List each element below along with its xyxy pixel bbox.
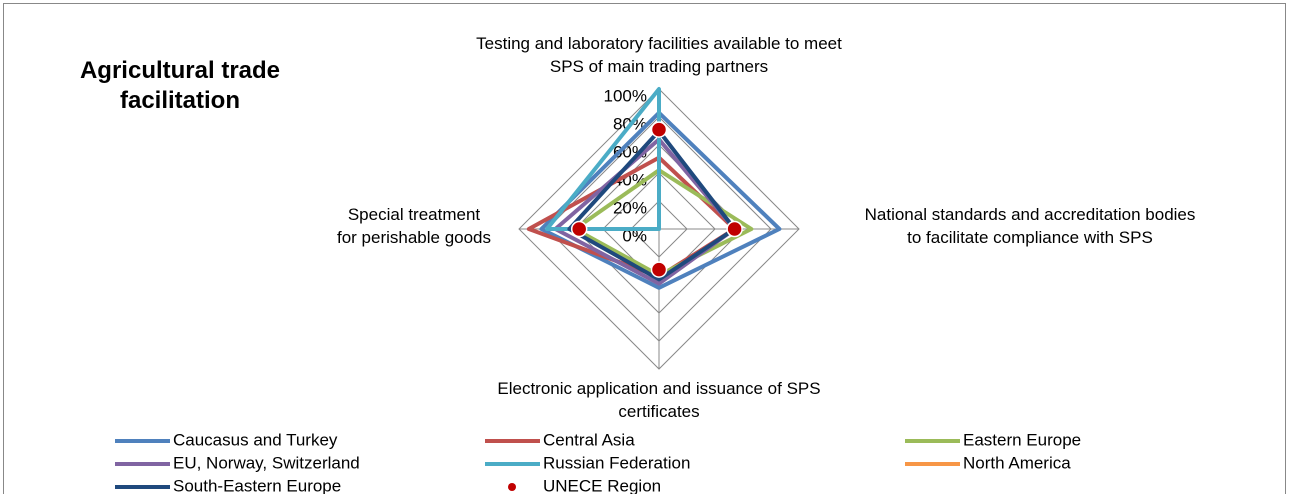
legend-label: Russian Federation: [543, 453, 690, 472]
legend-label: EU, Norway, Switzerland: [173, 453, 360, 472]
legend-marker: [508, 483, 516, 491]
category-label: Testing and laboratory facilities availa…: [476, 34, 842, 76]
series-line: [539, 110, 782, 290]
r-tick-label: 100%: [604, 86, 647, 105]
category-label: Electronic application and issuance of S…: [497, 379, 820, 421]
legend-label: South-Eastern Europe: [173, 476, 341, 494]
data-point: [650, 121, 668, 138]
legend-label: Eastern Europe: [963, 430, 1081, 449]
category-label: Special treatment for perishable goods: [337, 205, 491, 247]
series-line: [545, 87, 661, 231]
chart-title: Agricultural trade facilitation: [80, 57, 280, 114]
legend-label: Caucasus and Turkey: [173, 430, 338, 449]
legend-label: UNECE Region: [543, 476, 661, 494]
series-line: [567, 129, 737, 282]
category-label: National standards and accreditation bod…: [865, 205, 1196, 247]
legend-label: Central Asia: [543, 430, 635, 449]
data-point: [570, 220, 588, 238]
chart-border: [3, 3, 1286, 494]
r-tick-label: 0%: [622, 226, 647, 245]
data-point: [726, 220, 743, 238]
r-tick-label: 20%: [613, 198, 647, 217]
legend-label: North America: [963, 453, 1071, 472]
data-point: [650, 261, 668, 278]
